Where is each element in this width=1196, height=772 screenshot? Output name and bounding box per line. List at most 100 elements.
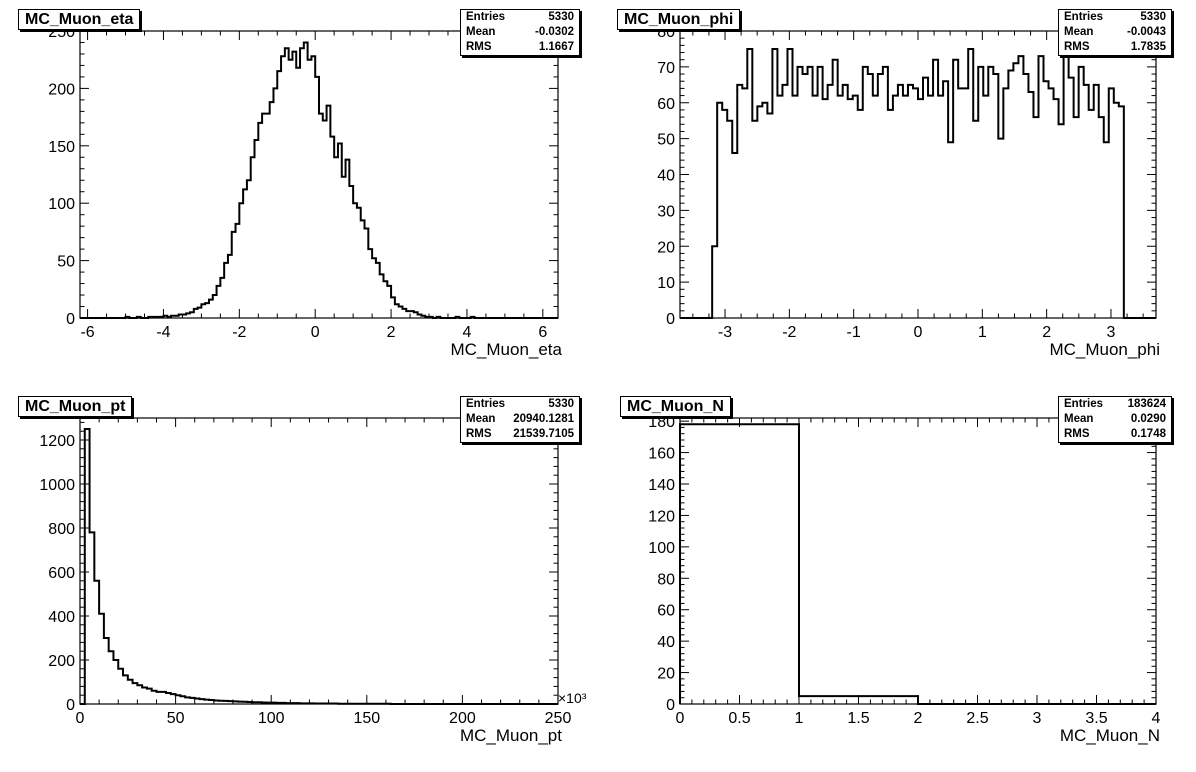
y-tick-label: 200: [48, 81, 75, 98]
plot-frame: [679, 417, 1157, 705]
stats-box: Entries 5330 Mean 20940.1281 RMS 21539.7105: [460, 396, 580, 443]
y-tick-label: 30: [657, 203, 675, 220]
stats-row-rms: RMS 0.1748: [1059, 427, 1171, 442]
x-tick-label: 150: [353, 710, 380, 727]
stats-value: 183624: [1127, 398, 1166, 410]
stats-value: 1.1667: [538, 41, 574, 53]
stats-box: Entries 183624 Mean 0.0290 RMS 0.1748: [1058, 396, 1172, 443]
plot-frame: [79, 30, 559, 319]
x-tick-label: 4: [462, 324, 471, 341]
x-tick-label: -3: [718, 324, 732, 341]
y-tick-label: 0: [66, 311, 75, 328]
stats-label: RMS: [466, 428, 492, 440]
y-tick-label: 40: [657, 168, 675, 185]
y-tick-label: 120: [648, 508, 675, 525]
histogram-line: [80, 428, 558, 705]
histogram-line: [80, 41, 558, 319]
stats-row-mean: Mean 0.0290: [1059, 412, 1171, 427]
stats-row-rms: RMS 1.7835: [1059, 40, 1171, 55]
stats-label: Mean: [466, 413, 496, 425]
stats-value: 20940.1281: [513, 413, 574, 425]
y-tick-label: 100: [48, 196, 75, 213]
stats-row-entries: Entries 5330: [1059, 10, 1171, 25]
y-tick-label: 40: [657, 634, 675, 651]
stats-value: 5330: [548, 11, 574, 23]
y-tick-label: 80: [657, 571, 675, 588]
x-tick-label: -6: [80, 324, 94, 341]
stats-label: RMS: [466, 41, 492, 53]
x-tick-label: 6: [538, 324, 547, 341]
x-tick-label: -2: [782, 324, 796, 341]
y-tick-label: 1200: [39, 433, 75, 450]
x-axis-title: MC_Muon_pt: [460, 726, 562, 745]
y-tick-label: 200: [48, 653, 75, 670]
x-tick-label: 3.5: [1085, 710, 1107, 727]
x-tick-label: 2: [1042, 324, 1051, 341]
stats-row-mean: Mean 20940.1281: [461, 412, 579, 427]
stats-label: Mean: [1064, 413, 1094, 425]
stats-label: Entries: [1064, 11, 1103, 23]
stats-label: Entries: [466, 398, 505, 410]
y-tick-label: 100: [648, 540, 675, 557]
histogram-line: [680, 47, 1156, 319]
stats-row-mean: Mean -0.0043: [1059, 25, 1171, 40]
stats-row-entries: Entries 183624: [1059, 397, 1171, 412]
y-tick-label: 0: [66, 697, 75, 714]
y-tick-label: 50: [657, 132, 675, 149]
x-axis-title: MC_Muon_phi: [1049, 340, 1160, 359]
x-tick-label: 0: [914, 324, 923, 341]
x-tick-label: 2: [914, 710, 923, 727]
x-axis-multiplier: ×10³: [558, 690, 587, 706]
histogram-panel-mc-muon-n: 0 0.5 1 1.5 2 2.5 3 3.5 402040608010012014016018…: [648, 414, 1160, 745]
x-tick-label: 0.5: [728, 710, 750, 727]
y-tick-label: 150: [48, 139, 75, 156]
stats-box: Entries 5330 Mean -0.0043 RMS 1.7835: [1058, 9, 1172, 56]
x-tick-label: 1: [978, 324, 987, 341]
x-tick-label: 50: [167, 710, 185, 727]
stats-row-rms: RMS 21539.7105: [461, 427, 579, 442]
y-tick-label: 600: [48, 565, 75, 582]
y-tick-label: 800: [48, 521, 75, 538]
x-tick-label: 1: [795, 710, 804, 727]
y-tick-label: 180: [648, 414, 675, 431]
x-tick-label: 3: [1107, 324, 1116, 341]
y-tick-label: 60: [657, 603, 675, 620]
x-tick-label: 0: [76, 710, 85, 727]
stats-value: -0.0043: [1126, 26, 1166, 38]
x-axis-title: MC_Muon_eta: [450, 340, 562, 359]
stats-row-entries: Entries 5330: [461, 397, 579, 412]
x-tick-label: 4: [1152, 710, 1161, 727]
histogram-panel-mc-muon-pt: 0 50 100 150 200 250 0 200 400 600 800 1000 1200 MC_M…: [39, 417, 587, 745]
stats-value: 21539.7105: [513, 428, 574, 440]
x-tick-label: -2: [232, 324, 246, 341]
y-tick-label: 70: [657, 60, 675, 77]
y-tick-label: 60: [657, 96, 675, 113]
stats-row-rms: RMS 1.1667: [461, 40, 579, 55]
y-tick-label: 400: [48, 609, 75, 626]
x-axis-title: MC_Muon_N: [1060, 726, 1160, 745]
stats-value: -0.0302: [534, 26, 574, 38]
x-tick-label: 250: [545, 710, 572, 727]
y-tick-label: 10: [657, 275, 675, 292]
stats-label: Mean: [1064, 26, 1094, 38]
y-tick-label: 140: [648, 477, 675, 494]
y-tick-label: 50: [57, 254, 75, 271]
x-tick-label: 2: [387, 324, 396, 341]
histogram-title: MC_Muon_eta: [18, 9, 141, 30]
stats-value: 1.7835: [1130, 41, 1166, 53]
x-tick-label: 2.5: [966, 710, 988, 727]
y-tick-label: 160: [648, 446, 675, 463]
y-tick-label: 0: [666, 697, 675, 714]
stats-row-entries: Entries 5330: [461, 10, 579, 25]
stats-label: Mean: [466, 26, 496, 38]
x-tick-label: 3: [1033, 710, 1042, 727]
x-tick-label: 100: [258, 710, 285, 727]
histogram-line: [679, 423, 1156, 705]
stats-value: 5330: [548, 398, 574, 410]
stats-value: 0.1748: [1130, 428, 1166, 440]
histogram-title: MC_Muon_N: [620, 396, 731, 417]
x-tick-label: 0: [676, 710, 685, 727]
stats-label: Entries: [466, 11, 505, 23]
